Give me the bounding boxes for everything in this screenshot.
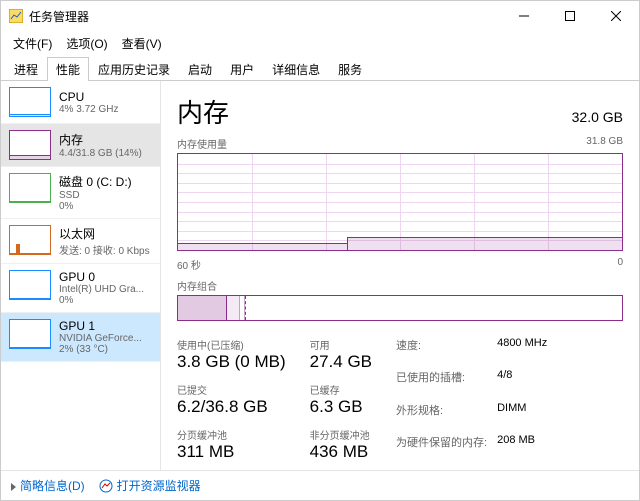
stat: 使用中(已压缩)3.8 GB (0 MB): [177, 337, 286, 372]
window-title: 任务管理器: [29, 8, 501, 25]
stat-val: 4800 MHz: [497, 337, 547, 365]
footer: 简略信息(D) 打开资源监视器: [1, 470, 639, 500]
thumb-chart: [9, 225, 51, 255]
chart-time-start: 60 秒: [177, 257, 201, 272]
stat-key: 为硬件保留的内存:: [396, 434, 487, 462]
thumb-chart: [9, 270, 51, 300]
stat: 可用27.4 GB: [310, 337, 372, 372]
composition-label: 内存组合: [177, 278, 623, 293]
sidebar-item-sub: NVIDIA GeForce...: [59, 333, 142, 344]
stats-left: 使用中(已压缩)3.8 GB (0 MB) 可用27.4 GB 已提交6.2/36.…: [177, 337, 372, 462]
thumb-chart: [9, 130, 51, 160]
window-controls: [501, 1, 639, 31]
sidebar-item-磁盘 0 (C: D:)[interactable]: 磁盘 0 (C: D:)SSD0%: [1, 167, 160, 219]
memory-total: 32.0 GB: [572, 109, 623, 125]
resmon-icon: [99, 479, 113, 493]
stats-right: 速度: 4800 MHz 已使用的插槽: 4/8 外形规格: DIMM 为硬件保留的内存: 2…: [396, 337, 547, 462]
sidebar-item-title: GPU 0: [59, 270, 144, 284]
chart-bottom-labels: 60 秒 0: [177, 257, 623, 272]
fewer-details-link[interactable]: 简略信息(D): [11, 477, 85, 494]
sidebar-item-以太网[interactable]: 以太网发送: 0 接收: 0 Kbps: [1, 219, 160, 264]
app-icon: [9, 9, 23, 23]
menu-item[interactable]: 选项(O): [60, 33, 113, 54]
chart-top-labels: 内存使用量 31.8 GB: [177, 136, 623, 151]
tab-详细信息[interactable]: 详细信息: [263, 57, 329, 81]
stat: 已提交6.2/36.8 GB: [177, 382, 286, 417]
sidebar-item-sub: 4.4/31.8 GB (14%): [59, 148, 142, 159]
tab-进程[interactable]: 进程: [5, 57, 47, 81]
content-area: CPU4% 3.72 GHz内存4.4/31.8 GB (14%)磁盘 0 (C…: [1, 81, 639, 470]
menubar: 文件(F)选项(O)查看(V): [1, 31, 639, 56]
page-title: 内存: [177, 93, 229, 130]
thumb-chart: [9, 87, 51, 117]
performance-sidebar: CPU4% 3.72 GHz内存4.4/31.8 GB (14%)磁盘 0 (C…: [1, 81, 161, 470]
thumb-chart: [9, 319, 51, 349]
memory-composition-bar[interactable]: [177, 295, 623, 321]
sidebar-item-sub: SSD: [59, 190, 132, 201]
main-panel: 内存 32.0 GB 内存使用量 31.8 GB 60 秒 0 内存组合 使用中…: [161, 81, 639, 470]
sidebar-item-title: GPU 1: [59, 319, 142, 333]
sidebar-item-GPU 1[interactable]: GPU 1NVIDIA GeForce...2% (33 °C): [1, 313, 160, 362]
tab-应用历史记录[interactable]: 应用历史记录: [89, 57, 179, 81]
tab-性能[interactable]: 性能: [47, 57, 89, 81]
task-manager-window: 任务管理器 文件(F)选项(O)查看(V) 进程性能应用历史记录启动用户详细信息…: [0, 0, 640, 501]
sidebar-item-GPU 0[interactable]: GPU 0Intel(R) UHD Gra...0%: [1, 264, 160, 313]
sidebar-item-title: 以太网: [59, 225, 150, 242]
tab-strip: 进程性能应用历史记录启动用户详细信息服务: [1, 56, 639, 81]
sidebar-item-title: 磁盘 0 (C: D:): [59, 173, 132, 190]
stat-val: DIMM: [497, 402, 547, 430]
stats-area: 使用中(已压缩)3.8 GB (0 MB) 可用27.4 GB 已提交6.2/36.…: [177, 337, 623, 462]
sidebar-item-title: CPU: [59, 90, 118, 104]
stat-val: 208 MB: [497, 434, 547, 462]
sidebar-item-sub: Intel(R) UHD Gra...: [59, 284, 144, 295]
chart-label: 内存使用量: [177, 136, 227, 151]
thumb-chart: [9, 173, 51, 203]
chart-max: 31.8 GB: [586, 136, 623, 151]
resource-monitor-link[interactable]: 打开资源监视器: [99, 477, 201, 494]
stat: 分页缓冲池311 MB: [177, 427, 286, 462]
sidebar-item-sub: 4% 3.72 GHz: [59, 104, 118, 115]
titlebar: 任务管理器: [1, 1, 639, 31]
stat-val: 4/8: [497, 369, 547, 397]
chevron-icon: [11, 483, 16, 491]
memory-usage-chart[interactable]: [177, 153, 623, 251]
stat-key: 已使用的插槽:: [396, 369, 487, 397]
sidebar-item-CPU[interactable]: CPU4% 3.72 GHz: [1, 81, 160, 124]
sidebar-item-title: 内存: [59, 131, 142, 148]
stat: 已缓存6.3 GB: [310, 382, 372, 417]
close-button[interactable]: [593, 1, 639, 31]
stat-key: 外形规格:: [396, 402, 487, 430]
stat-key: 速度:: [396, 337, 487, 365]
sidebar-item-内存[interactable]: 内存4.4/31.8 GB (14%): [1, 124, 160, 167]
maximize-button[interactable]: [547, 1, 593, 31]
stat: 非分页缓冲池436 MB: [310, 427, 372, 462]
menu-item[interactable]: 查看(V): [116, 33, 168, 54]
sidebar-item-sub: 发送: 0 接收: 0 Kbps: [59, 242, 150, 257]
tab-用户[interactable]: 用户: [221, 57, 263, 81]
main-header: 内存 32.0 GB: [177, 93, 623, 130]
tab-启动[interactable]: 启动: [179, 57, 221, 81]
minimize-button[interactable]: [501, 1, 547, 31]
menu-item[interactable]: 文件(F): [7, 33, 58, 54]
tab-服务[interactable]: 服务: [329, 57, 371, 81]
chart-time-end: 0: [617, 257, 623, 272]
